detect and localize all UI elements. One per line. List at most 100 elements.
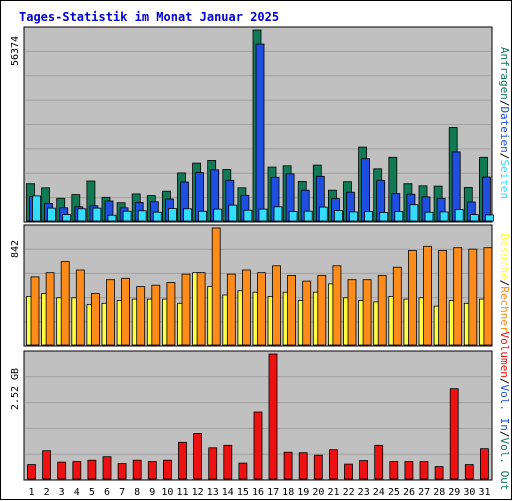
bar-rechner-day-6 [106,279,115,346]
bar-rechner-day-3 [60,261,70,346]
legend-separator: / [498,431,511,438]
legend-separator: / [498,378,511,385]
bar-rechner-day-15 [241,269,251,346]
bar-volumen-day-20 [313,454,323,480]
bar-seiten-day-5 [92,207,102,222]
x-tick-label: 18 [282,487,294,498]
bar-seiten-day-27 [424,211,434,222]
x-tick-label: 30 [463,487,475,498]
bar-rechner-day-1 [30,276,40,346]
x-tick-label: 13 [207,487,219,498]
bar-seiten-day-23 [364,211,374,222]
bar-volumen-day-10 [162,459,172,480]
panel-2: 842 [10,224,493,347]
bar-rechner-day-4 [75,269,85,346]
x-tick-label: 24 [373,487,385,498]
panel-1: 56374 [10,26,494,223]
bar-rechner-day-25 [392,266,402,346]
x-tick-label: 5 [89,487,95,498]
bar-rechner-day-31 [483,247,493,346]
x-tick-label: 19 [297,487,309,498]
bar-volumen-day-29 [449,388,459,480]
bar-seiten-day-25 [394,211,404,222]
bar-volumen-day-21 [328,449,338,480]
bar-volumen-day-12 [193,432,203,480]
x-tick-label: 26 [403,487,415,498]
legend-entry: Seiten [498,159,511,199]
legend-entry: Rechner [498,286,511,333]
bar-seiten-day-11 [183,208,192,222]
x-tick-label: 10 [161,487,173,498]
bar-seiten-day-13 [213,208,223,222]
x-tick-label: 22 [343,487,355,498]
x-tick-label: 28 [433,487,445,498]
bar-seiten-day-4 [77,208,87,222]
bar-seiten-day-22 [349,211,358,222]
bar-seiten-day-6 [107,214,117,222]
bar-dateien-day-16 [255,43,265,222]
x-tick-label: 16 [252,487,264,498]
bar-volumen-day-1 [27,464,36,480]
x-tick-label: 17 [267,487,279,498]
x-tick-label: 12 [192,487,204,498]
bar-rechner-day-10 [166,282,176,346]
legend-entry: Vol. Out [498,437,511,490]
bar-rechner-day-13 [211,227,221,346]
bar-rechner-day-21 [332,265,342,346]
bar-volumen-day-22 [344,463,353,480]
bar-volumen-day-7 [117,463,127,480]
bar-rechner-day-7 [121,277,130,346]
bar-rechner-day-19 [302,280,312,346]
bar-seiten-day-7 [122,210,132,222]
bar-volumen-day-11 [178,441,187,480]
legend-text: Anfragen/Dateien/Seiten [498,47,511,199]
legend-text: Besuche/Rechner [498,233,511,333]
bar-volumen-day-28 [434,466,444,480]
bar-rechner-day-17 [272,265,281,346]
bar-seiten-day-20 [318,206,328,222]
bar-seiten-day-10 [167,208,177,222]
bar-seiten-day-18 [288,211,298,222]
chart-panels: 56374 842 2.52 GB [10,26,494,481]
bar-seiten-day-24 [379,212,389,222]
legend-entry: Anfragen [498,47,511,100]
bar-volumen-day-3 [57,461,67,480]
bar-rechner-day-2 [45,272,55,346]
x-tick-label: 1 [28,487,34,498]
bar-volumen-day-5 [87,459,97,480]
bar-volumen-day-2 [42,450,51,480]
bar-seiten-day-31 [484,214,494,222]
legend-separator: / [498,153,511,160]
bar-seiten-day-19 [303,210,313,222]
x-tick-label: 25 [388,487,400,498]
bar-rechner-day-11 [181,273,191,346]
legend-text: Volumen/Vol. In/Vol. Out [498,332,511,491]
x-tick-label: 6 [104,487,110,498]
bar-rechner-day-29 [453,247,463,346]
bar-volumen-day-4 [72,461,82,480]
bar-seiten-day-8 [137,210,147,222]
bar-rechner-day-20 [317,275,327,346]
x-tick-label: 8 [134,487,140,498]
bar-seiten-day-26 [409,204,419,222]
bar-rechner-day-8 [136,286,146,346]
bar-rechner-day-5 [91,293,100,346]
x-tick-label: 14 [222,487,234,498]
x-tick-label: 27 [418,487,430,498]
bar-rechner-day-16 [257,272,266,346]
x-tick-label: 23 [358,487,370,498]
bar-seiten-day-21 [333,210,343,222]
legend-entry: Volumen [498,332,511,378]
bar-rechner-day-26 [407,250,417,346]
panel-3: 2.52 GB [10,350,493,481]
chart-title: Tages-Statistik im Monat Januar 2025 [19,10,279,24]
bar-volumen-day-19 [298,452,308,480]
bar-rechner-day-18 [287,275,297,346]
y-max-label: 2.52 GB [10,368,21,410]
bar-volumen-day-24 [374,444,384,480]
x-tick-label: 2 [44,487,50,498]
bar-volumen-day-6 [102,456,112,480]
bar-dateien-day-31 [481,176,491,222]
legend-entry: Vol. In [498,385,511,431]
